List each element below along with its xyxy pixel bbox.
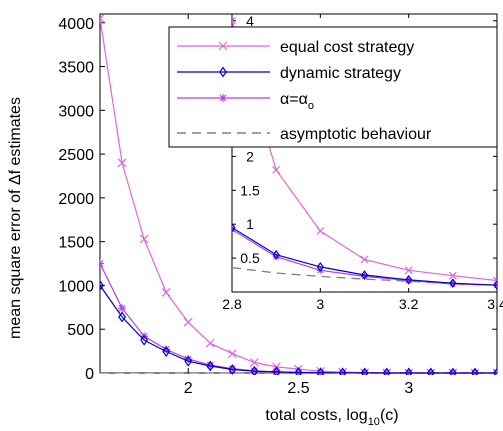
inset-data-point-2 xyxy=(361,272,368,280)
data-point-1 xyxy=(100,280,104,291)
data-point-1 xyxy=(493,367,497,375)
inset-y-tick-label: 0.5 xyxy=(240,250,260,266)
y-axis-label: mean square error of Δf estimates xyxy=(7,97,24,339)
data-point-0 xyxy=(139,234,149,244)
y-tick-label: 2000 xyxy=(58,191,94,208)
data-point-1 xyxy=(294,367,303,375)
inset-data-point-0 xyxy=(360,255,369,264)
inset-data-point-1 xyxy=(493,280,497,291)
inset-y-tick-label: 1 xyxy=(246,216,254,232)
inset-x-tick-label: 3 xyxy=(316,296,324,312)
data-point-2 xyxy=(162,345,171,354)
legend-label-2: α=αo xyxy=(280,91,314,112)
x-tick-label: 2.5 xyxy=(287,380,309,397)
inset-data-point-1 xyxy=(360,270,369,280)
inset-x-tick-label: 3.4 xyxy=(487,296,503,312)
data-point-1 xyxy=(140,334,149,346)
data-point-0 xyxy=(183,317,193,327)
inset-x-tick-label: 3.2 xyxy=(399,296,419,312)
main-plot-area: 0 500 1000 1500 2000 2500 3000 3500 4000 2 2.5 3 xyxy=(58,13,498,397)
data-point-0 xyxy=(100,13,105,23)
inset-data-point-1 xyxy=(232,222,236,233)
legend-label-3: asymptotic behaviour xyxy=(280,126,432,143)
y-tick-label: 500 xyxy=(67,322,94,339)
data-point-1 xyxy=(184,355,193,367)
data-point-1 xyxy=(360,367,369,375)
legend-label-base: α=α xyxy=(280,91,308,108)
legend-marker-0 xyxy=(218,41,228,51)
y-tick-label: 1000 xyxy=(58,278,94,295)
data-point-1 xyxy=(316,367,325,375)
inset-data-point-2 xyxy=(405,276,413,284)
data-point-1 xyxy=(206,360,215,372)
data-point-2 xyxy=(228,364,237,373)
y-tick-label: 0 xyxy=(85,366,94,383)
inset-data-point-1 xyxy=(449,278,457,289)
y-tick-label: 1500 xyxy=(58,235,94,252)
legend-marker-1 xyxy=(219,66,227,78)
x-tick-label: 3 xyxy=(404,380,413,397)
legend: equal cost strategy dynamic strategy α=αo a… xyxy=(168,26,498,148)
y-tick-label: 2500 xyxy=(58,147,94,164)
series-line-1 xyxy=(100,285,497,374)
data-point-1 xyxy=(272,366,281,375)
data-point-1 xyxy=(228,364,237,375)
inset-y-tick-label: 2 xyxy=(246,148,254,164)
data-point-1 xyxy=(404,367,413,375)
inset-data-point-1 xyxy=(405,274,413,285)
inset-y-tick-label: 4 xyxy=(246,13,254,29)
legend-label-sub: o xyxy=(308,100,314,112)
y-tick-label: 3000 xyxy=(58,103,94,120)
data-point-1 xyxy=(162,346,171,357)
y-tick-label: 4000 xyxy=(58,16,94,33)
data-point-2 xyxy=(118,304,127,313)
x-axis-label: total costs, log10(c) xyxy=(265,407,398,428)
data-point-0 xyxy=(161,288,171,297)
data-point-2 xyxy=(206,361,215,370)
data-point-0 xyxy=(249,358,259,367)
data-point-2 xyxy=(184,354,193,363)
data-point-0 xyxy=(117,158,127,168)
inset-y-tick-label: 1.5 xyxy=(240,182,260,198)
data-point-1 xyxy=(426,367,435,375)
main-series-group xyxy=(100,13,497,375)
inset-data-point-0 xyxy=(404,266,413,275)
data-point-1 xyxy=(382,367,391,375)
inset-data-point-0 xyxy=(232,16,236,25)
data-point-0 xyxy=(205,338,215,348)
inset-data-point-2 xyxy=(449,280,457,288)
x-tick-label: 2 xyxy=(184,380,193,397)
data-point-2 xyxy=(100,259,104,268)
inset-x-tick-label: 2.8 xyxy=(222,296,242,312)
data-point-1 xyxy=(338,367,347,375)
y-tick-label: 3500 xyxy=(58,60,94,77)
inset-data-point-0 xyxy=(316,227,325,235)
inset-data-point-0 xyxy=(448,271,457,280)
data-point-1 xyxy=(471,367,479,375)
inset-series-line-1 xyxy=(232,227,497,286)
data-point-1 xyxy=(250,365,259,375)
inset-data-point-1 xyxy=(316,262,324,272)
inset-data-point-1 xyxy=(272,249,280,260)
inset-data-point-0 xyxy=(272,166,281,174)
inset-data-point-2 xyxy=(272,253,280,261)
legend-label-1: dynamic strategy xyxy=(280,65,401,82)
legend-marker-2 xyxy=(219,94,227,102)
data-point-1 xyxy=(118,311,126,323)
data-point-1 xyxy=(448,367,457,375)
inset-series-group xyxy=(232,16,497,291)
legend-label-0: equal cost strategy xyxy=(280,39,414,56)
data-point-0 xyxy=(227,349,237,359)
